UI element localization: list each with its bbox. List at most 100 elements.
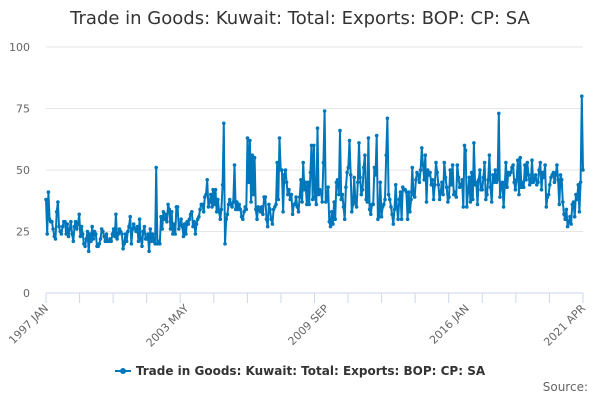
data-point[interactable] — [122, 242, 126, 246]
data-point[interactable] — [333, 217, 338, 221]
data-point[interactable] — [321, 160, 326, 165]
data-point[interactable] — [350, 210, 354, 214]
data-point[interactable] — [235, 200, 239, 204]
data-point[interactable] — [72, 224, 77, 229]
data-point[interactable] — [540, 170, 545, 175]
data-point[interactable] — [205, 178, 209, 182]
data-point[interactable] — [76, 222, 80, 226]
data-series[interactable] — [44, 94, 585, 253]
data-point[interactable] — [572, 214, 577, 219]
data-point[interactable] — [481, 175, 486, 180]
data-point[interactable] — [104, 232, 109, 236]
data-point[interactable] — [231, 200, 236, 204]
data-point[interactable] — [405, 217, 410, 221]
data-point[interactable] — [220, 183, 225, 187]
data-point[interactable] — [389, 205, 393, 209]
data-point[interactable] — [367, 207, 372, 212]
data-point[interactable] — [443, 175, 448, 180]
data-point[interactable] — [325, 197, 329, 202]
data-point[interactable] — [399, 217, 404, 221]
data-point[interactable] — [69, 219, 73, 224]
data-point[interactable] — [80, 232, 85, 236]
data-point[interactable] — [408, 210, 412, 214]
data-point[interactable] — [281, 210, 285, 214]
data-point[interactable] — [294, 195, 298, 199]
data-point[interactable] — [487, 153, 492, 157]
data-point[interactable] — [90, 224, 94, 229]
data-point[interactable] — [136, 239, 141, 244]
data-point[interactable] — [77, 212, 81, 217]
data-point[interactable] — [467, 175, 472, 180]
data-point[interactable] — [194, 222, 199, 226]
data-point[interactable] — [501, 205, 506, 209]
data-point[interactable] — [225, 212, 230, 217]
data-point[interactable] — [475, 202, 480, 207]
data-point[interactable] — [177, 227, 181, 231]
data-point[interactable] — [270, 222, 275, 226]
data-point[interactable] — [533, 173, 538, 177]
data-point[interactable] — [212, 202, 217, 207]
data-point[interactable] — [88, 232, 92, 236]
data-point[interactable] — [565, 224, 570, 229]
data-point[interactable] — [576, 183, 581, 187]
data-point[interactable] — [486, 178, 491, 182]
data-point[interactable] — [286, 192, 290, 197]
data-point[interactable] — [316, 192, 321, 197]
data-point[interactable] — [46, 190, 51, 194]
data-point[interactable] — [578, 180, 583, 185]
data-point[interactable] — [163, 212, 168, 217]
data-point[interactable] — [480, 187, 485, 192]
data-point[interactable] — [65, 222, 70, 226]
data-point[interactable] — [193, 232, 198, 236]
data-point[interactable] — [493, 168, 498, 172]
data-point[interactable] — [420, 146, 424, 150]
data-point[interactable] — [142, 224, 147, 229]
data-point[interactable] — [160, 227, 164, 231]
data-point[interactable] — [344, 185, 348, 189]
data-point[interactable] — [139, 237, 143, 241]
data-point[interactable] — [116, 232, 121, 236]
data-point[interactable] — [282, 173, 287, 177]
data-point[interactable] — [126, 229, 130, 234]
data-point[interactable] — [209, 192, 213, 197]
data-point[interactable] — [539, 187, 544, 192]
data-point[interactable] — [461, 205, 466, 209]
data-point[interactable] — [198, 207, 202, 212]
data-point[interactable] — [319, 190, 323, 194]
data-point[interactable] — [238, 207, 243, 212]
data-point[interactable] — [356, 180, 360, 185]
data-point[interactable] — [315, 126, 320, 130]
data-point[interactable] — [434, 160, 438, 165]
data-point[interactable] — [532, 178, 537, 182]
data-point[interactable] — [476, 178, 481, 182]
data-point[interactable] — [471, 197, 475, 202]
data-point[interactable] — [191, 224, 195, 229]
data-point[interactable] — [348, 173, 353, 177]
data-point[interactable] — [84, 237, 89, 241]
data-point[interactable] — [442, 160, 447, 165]
data-point[interactable] — [327, 219, 332, 224]
data-point[interactable] — [478, 168, 482, 172]
data-point[interactable] — [187, 217, 192, 221]
data-point[interactable] — [353, 200, 358, 204]
data-point[interactable] — [263, 195, 268, 199]
data-point[interactable] — [472, 141, 476, 145]
data-point[interactable] — [523, 163, 527, 167]
data-point[interactable] — [423, 153, 428, 157]
data-point[interactable] — [131, 222, 136, 226]
data-point[interactable] — [101, 229, 105, 234]
data-point[interactable] — [488, 185, 493, 189]
data-point[interactable] — [366, 136, 371, 140]
data-point[interactable] — [287, 187, 291, 192]
data-point[interactable] — [462, 143, 467, 148]
data-point[interactable] — [421, 163, 425, 167]
data-point[interactable] — [190, 210, 194, 214]
data-point[interactable] — [485, 192, 489, 197]
data-point[interactable] — [121, 246, 125, 251]
data-point[interactable] — [453, 190, 457, 194]
data-point[interactable] — [422, 178, 427, 182]
data-point[interactable] — [390, 212, 394, 217]
data-point[interactable] — [551, 170, 556, 175]
data-point[interactable] — [301, 160, 306, 165]
data-point[interactable] — [109, 239, 113, 244]
